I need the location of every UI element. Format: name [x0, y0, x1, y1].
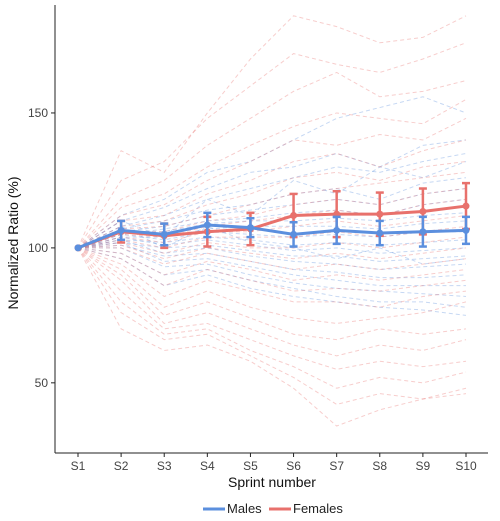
female-individual-trace [77, 247, 467, 324]
female-individual-trace [77, 42, 467, 249]
female-individual-trace [77, 247, 467, 292]
male-individual-trace [77, 231, 466, 249]
female-individual-trace [77, 247, 467, 370]
males-mean-point [74, 244, 82, 252]
male-individual-trace [77, 247, 467, 308]
female-individual-trace [77, 139, 467, 249]
males-mean-point [376, 229, 384, 237]
males-mean-point [290, 230, 298, 238]
y-tick-label: 100 [28, 241, 48, 255]
female-individual-trace [78, 247, 467, 270]
x-tick-label: S3 [157, 459, 172, 473]
female-individual-trace [77, 236, 467, 254]
male-individual-trace [77, 152, 467, 249]
females-mean-point [376, 210, 384, 218]
female-individual-trace [77, 247, 467, 308]
male-individual-trace [77, 239, 467, 270]
female-individual-trace [77, 247, 467, 427]
female-individual-trace [77, 247, 467, 357]
legend-label-males: Males [227, 501, 262, 516]
female-individual-trace [77, 247, 467, 389]
male-individual-trace [77, 220, 467, 249]
males-mean-point [203, 221, 211, 229]
legend: Males Females [203, 501, 343, 516]
y-tick-label: 50 [35, 376, 49, 390]
male-individual-trace [78, 247, 467, 297]
x-tick-label: S9 [416, 459, 431, 473]
female-individual-trace [77, 171, 467, 249]
x-axis-label: Sprint number [228, 474, 316, 490]
females-mean-point [290, 212, 298, 220]
x-tick-label: S4 [200, 459, 215, 473]
males-mean-point [160, 230, 168, 238]
legend-label-females: Females [293, 501, 343, 516]
female-individual-trace [77, 71, 467, 249]
female-individual-trace [77, 244, 467, 260]
x-tick-label: S5 [243, 459, 258, 473]
male-individual-trace [77, 244, 467, 279]
x-tick-label: S7 [329, 459, 344, 473]
y-tick-label: 150 [28, 106, 48, 120]
x-tick-label: S6 [286, 459, 301, 473]
male-individual-trace [77, 139, 467, 249]
x-tick-label: S1 [71, 459, 86, 473]
females-mean-point [462, 202, 470, 210]
male-individual-trace [77, 225, 467, 265]
x-tick-label: S2 [114, 459, 129, 473]
female-individual-trace [77, 247, 467, 341]
mean-series [74, 181, 470, 252]
males-mean-point [117, 226, 125, 234]
male-individual-trace [77, 247, 467, 316]
female-individual-trace [77, 99, 467, 249]
female-individual-trace [77, 247, 467, 405]
female-individual-trace [77, 188, 467, 249]
females-mean-line [77, 204, 467, 250]
males-mean-point [246, 224, 254, 232]
males-mean-line [77, 223, 467, 250]
axes: 50 100 150 S1 S2 S3 S4 S5 S6 S7 S8 S9 S10 [28, 5, 488, 473]
female-individual-trace [77, 198, 467, 249]
individual-traces [77, 15, 467, 427]
male-individual-trace [77, 241, 467, 262]
x-tick-label: S8 [372, 459, 387, 473]
female-individual-trace [77, 215, 467, 249]
female-individual-trace [77, 15, 467, 249]
x-tick-label: S10 [455, 459, 477, 473]
male-individual-trace [77, 188, 467, 249]
males-mean-point [419, 228, 427, 236]
male-individual-trace [77, 161, 467, 249]
male-individual-trace [77, 236, 467, 249]
male-individual-trace [77, 236, 467, 254]
females-mean-point [419, 207, 427, 215]
males-mean-point [462, 226, 470, 234]
male-individual-trace [77, 241, 466, 287]
male-individual-trace [77, 96, 467, 249]
males-mean-point [333, 226, 341, 234]
y-axis-label: Normalized Ratio (%) [5, 176, 21, 309]
female-individual-trace [77, 225, 467, 249]
female-individual-trace [77, 161, 467, 249]
female-individual-trace [77, 117, 467, 249]
